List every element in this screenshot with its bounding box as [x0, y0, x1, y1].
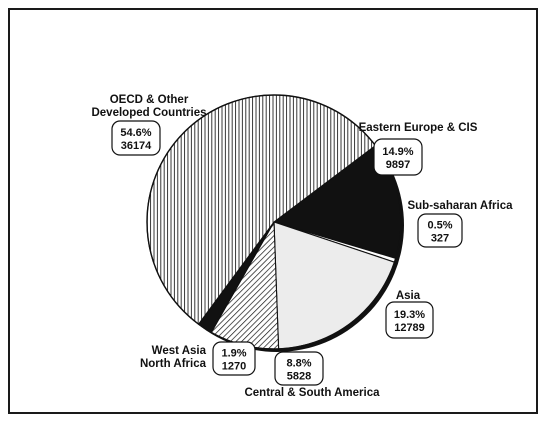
slice-percent-label: 19.3% — [394, 309, 425, 321]
slice-label: Sub-saharan Africa — [407, 200, 513, 212]
value-box — [274, 351, 324, 386]
slice-label: Developed Countries — [91, 107, 206, 119]
slice-label: Eastern Europe & CIS — [359, 122, 478, 134]
value-box — [385, 301, 434, 339]
slice-value-label: 5828 — [287, 371, 311, 383]
slice-label: West Asia — [152, 345, 207, 357]
slice-percent-label: 8.8% — [286, 358, 311, 370]
slice-value-label: 1270 — [222, 361, 246, 373]
value-box — [212, 341, 256, 376]
slice-percent-label: 14.9% — [382, 146, 413, 158]
value-box — [111, 120, 161, 156]
slice-value-label: 327 — [431, 233, 449, 245]
slice-label: Central & South America — [244, 387, 380, 399]
value-box — [417, 213, 463, 248]
slice-value-label: 36174 — [121, 140, 152, 152]
slice-label: Asia — [396, 290, 421, 302]
slice-label: North Africa — [140, 358, 207, 370]
pie-outline — [146, 94, 402, 350]
slice-percent-label: 0.5% — [427, 220, 452, 232]
value-box — [373, 138, 423, 176]
slice-value-label: 12789 — [394, 322, 425, 334]
slice-percent-label: 1.9% — [221, 348, 246, 360]
slice-value-label: 9897 — [386, 159, 410, 171]
pie-slices — [146, 94, 404, 352]
pie-labels: Eastern Europe & CIS 14.9%9897 Sub-saharan… — [91, 94, 513, 399]
slice-label: OECD & Other — [110, 94, 189, 106]
slice-percent-label: 54.6% — [120, 127, 151, 139]
